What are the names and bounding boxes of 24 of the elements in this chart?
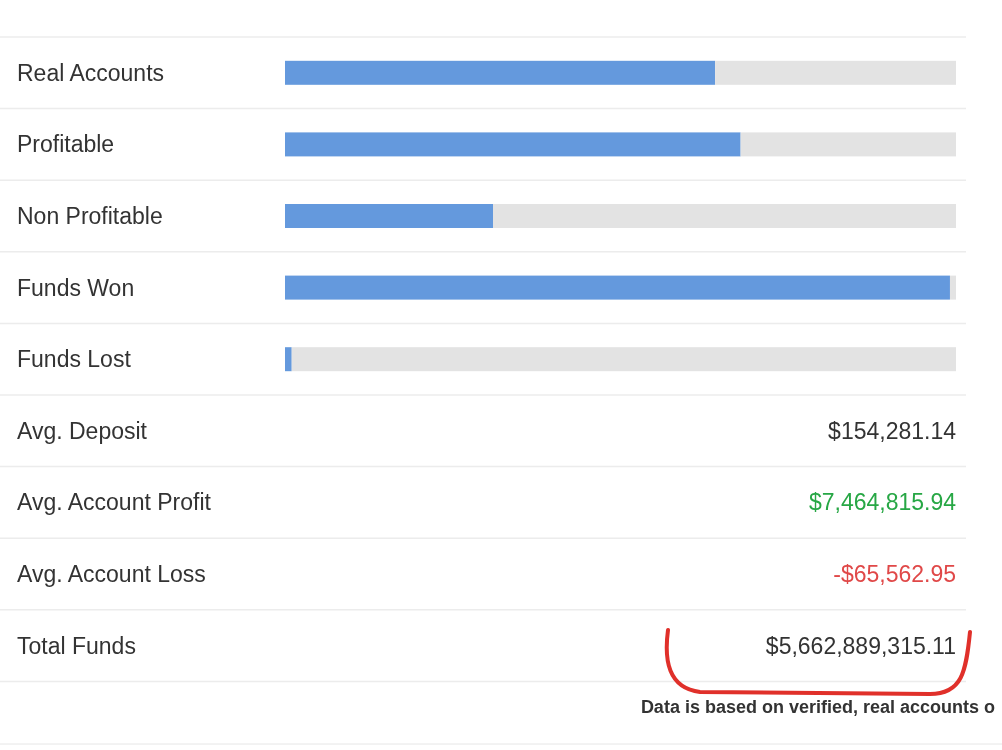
text: $5,662,889,315.11	[765, 632, 956, 659]
text: Total Funds	[17, 632, 136, 659]
y-tick-label: Non Profitable	[17, 203, 163, 230]
text: $7,464,815.94	[808, 489, 957, 516]
bar	[285, 132, 741, 157]
text: Data is based on verified, real accounts o	[640, 697, 995, 717]
y-tick-label: Funds Lost	[17, 346, 132, 373]
text: Avg. Account Loss	[17, 561, 206, 588]
bar	[291, 347, 956, 372]
text: Avg. Deposit	[17, 417, 148, 444]
text: Avg. Account Profit	[17, 489, 212, 516]
bar	[285, 60, 716, 85]
text: $154,281.14	[828, 417, 957, 444]
bar	[285, 347, 292, 372]
bar	[285, 204, 494, 228]
bar	[715, 60, 956, 85]
bar	[740, 132, 956, 157]
bar	[285, 275, 950, 300]
bar	[493, 204, 956, 228]
y-tick-label: Funds Won	[17, 274, 135, 301]
y-tick-label: Profitable	[17, 131, 115, 158]
bar	[949, 275, 956, 300]
text: -$65,562.95	[833, 561, 956, 588]
y-tick-label: Real Accounts	[17, 59, 165, 86]
